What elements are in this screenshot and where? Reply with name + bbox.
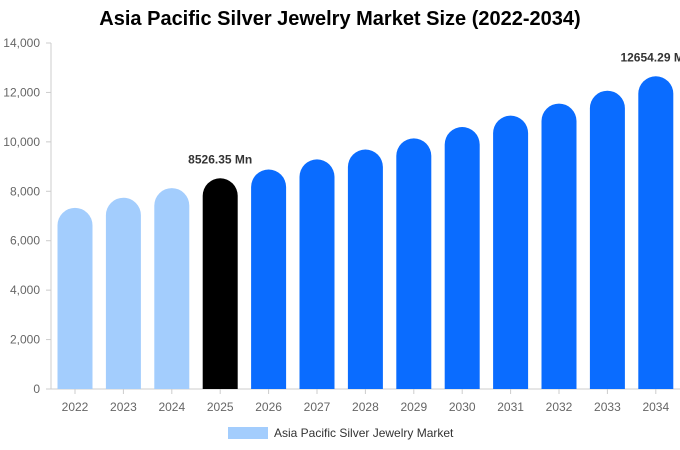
bar-2033[interactable] — [589, 90, 625, 389]
x-tick-label: 2024 — [158, 400, 185, 414]
bar-2024[interactable] — [154, 188, 190, 389]
y-tick-label: 10,000 — [3, 135, 40, 149]
y-tick-label: 6,000 — [10, 234, 40, 248]
y-tick-label: 12,000 — [3, 85, 40, 99]
x-tick-label: 2027 — [304, 400, 331, 414]
legend-swatch — [228, 427, 268, 439]
x-tick-label: 2025 — [207, 400, 234, 414]
x-axis: 2022 2023 2024 2025 2026 2027 2028 2029 2030 2031… — [51, 388, 680, 414]
x-tick-label: 2030 — [449, 400, 476, 414]
bar-2028[interactable] — [347, 149, 383, 389]
data-label-2025: 8526.35 Mn — [188, 152, 252, 166]
x-tick-label: 2028 — [352, 400, 379, 414]
bar-2034[interactable] — [638, 76, 674, 389]
legend[interactable]: Asia Pacific Silver Jewelry Market — [228, 426, 453, 440]
x-tick-label: 2023 — [110, 400, 137, 414]
y-tick-label: 14,000 — [3, 36, 40, 50]
y-tick-label: 0 — [33, 382, 40, 396]
y-tick-label: 8,000 — [10, 184, 40, 198]
x-tick-label: 2022 — [62, 400, 89, 414]
bar-2022[interactable] — [57, 207, 93, 389]
legend-label: Asia Pacific Silver Jewelry Market — [274, 426, 454, 440]
bar-2032[interactable] — [541, 103, 577, 390]
bar-2031[interactable] — [493, 115, 529, 389]
bars — [57, 76, 674, 390]
chart-title: Asia Pacific Silver Jewelry Market Size … — [99, 8, 581, 30]
bar-2023[interactable] — [105, 197, 141, 389]
y-axis: 0 2,000 4,000 6,000 8,000 10,000 12,000 14,000 — [3, 36, 52, 396]
data-label-2034: 12654.29 Mn — [620, 50, 680, 64]
data-labels: 8526.35 Mn 12654.29 Mn — [188, 50, 680, 166]
x-tick-label: 2033 — [594, 400, 621, 414]
x-tick-label: 2031 — [497, 400, 524, 414]
bar-2026[interactable] — [251, 169, 287, 389]
x-tick-label: 2029 — [400, 400, 427, 414]
bar-2030[interactable] — [444, 127, 480, 389]
y-tick-label: 2,000 — [10, 333, 40, 347]
bar-2029[interactable] — [396, 138, 432, 389]
x-tick-label: 2032 — [546, 400, 573, 414]
bar-2027[interactable] — [299, 159, 335, 389]
x-tick-label: 2026 — [255, 400, 282, 414]
x-tick-label: 2034 — [642, 400, 669, 414]
bar-2025[interactable] — [202, 178, 238, 389]
y-tick-label: 4,000 — [10, 283, 40, 297]
